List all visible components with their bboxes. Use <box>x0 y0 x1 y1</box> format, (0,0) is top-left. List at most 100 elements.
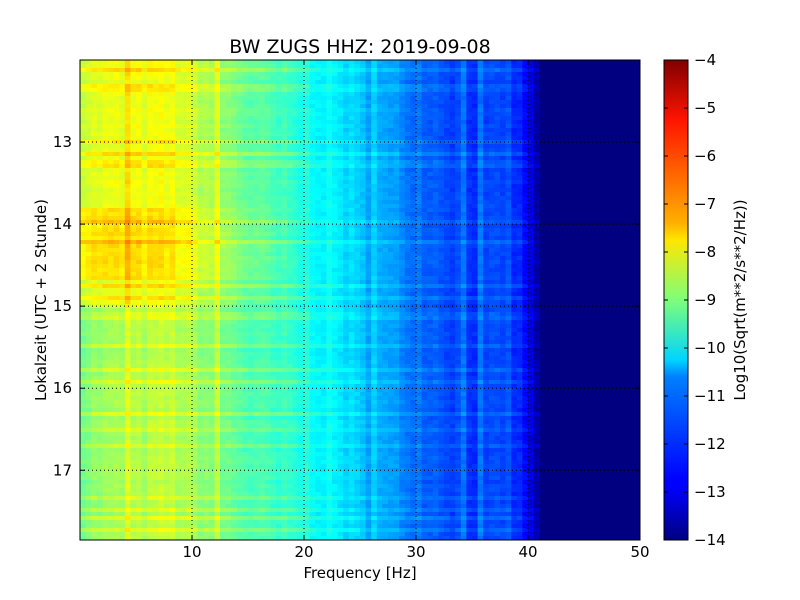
heatmap-cell <box>584 140 591 145</box>
heatmap-cell <box>410 156 417 161</box>
heatmap-cell <box>197 240 204 245</box>
heatmap-cell <box>175 88 182 93</box>
heatmap-cell <box>203 196 210 201</box>
heatmap-cell <box>550 224 557 229</box>
heatmap-cell <box>320 88 327 93</box>
heatmap-cell <box>488 212 495 217</box>
heatmap-cell <box>91 248 98 253</box>
heatmap-cell <box>432 184 439 189</box>
heatmap-cell <box>180 100 187 105</box>
heatmap-cell <box>113 160 120 165</box>
heatmap-cell <box>572 152 579 157</box>
heatmap-cell <box>477 64 484 69</box>
heatmap-cell <box>315 68 322 73</box>
heatmap-cell <box>242 80 249 85</box>
heatmap-cell <box>600 212 607 217</box>
heatmap-cell <box>141 72 148 77</box>
heatmap-cell <box>595 220 602 225</box>
heatmap-cell <box>102 132 109 137</box>
heatmap-cell <box>354 236 361 241</box>
heatmap-cell <box>264 132 271 137</box>
heatmap-cell <box>567 188 574 193</box>
heatmap-cell <box>343 172 350 177</box>
heatmap-cell <box>332 188 339 193</box>
heatmap-cell <box>567 176 574 181</box>
heatmap-cell <box>494 96 501 101</box>
heatmap-cell <box>292 168 299 173</box>
heatmap-cell <box>561 152 568 157</box>
heatmap-cell <box>298 128 305 133</box>
heatmap-cell <box>113 224 120 229</box>
heatmap-cell <box>220 200 227 205</box>
heatmap-cell <box>589 172 596 177</box>
heatmap-cell <box>528 216 535 221</box>
heatmap-cell <box>175 248 182 253</box>
heatmap-cell <box>511 252 518 257</box>
heatmap-cell <box>421 120 428 125</box>
heatmap-cell <box>365 212 372 217</box>
heatmap-cell <box>578 168 585 173</box>
heatmap-cell <box>281 112 288 117</box>
heatmap-cell <box>152 164 159 169</box>
heatmap-cell <box>304 172 311 177</box>
heatmap-cell <box>124 228 131 233</box>
heatmap-cell <box>337 148 344 153</box>
heatmap-cell <box>539 132 546 137</box>
heatmap-cell <box>220 240 227 245</box>
heatmap-cell <box>343 104 350 109</box>
heatmap-cell <box>304 92 311 97</box>
heatmap-cell <box>337 232 344 237</box>
heatmap-cell <box>348 152 355 157</box>
heatmap-cell <box>264 72 271 77</box>
heatmap-cell <box>276 236 283 241</box>
heatmap-cell <box>225 216 232 221</box>
heatmap-cell <box>455 92 462 97</box>
heatmap-cell <box>85 104 92 109</box>
heatmap-cell <box>444 64 451 69</box>
heatmap-cell <box>102 240 109 245</box>
heatmap-cell <box>393 60 400 65</box>
heatmap-cell <box>309 108 316 113</box>
heatmap-cell <box>567 160 574 165</box>
heatmap-cell <box>281 168 288 173</box>
heatmap-cell <box>438 148 445 153</box>
heatmap-cell <box>80 72 87 77</box>
heatmap-cell <box>236 88 243 93</box>
heatmap-cell <box>561 212 568 217</box>
heatmap-cell <box>449 152 456 157</box>
heatmap-cell <box>147 108 154 113</box>
heatmap-cell <box>343 108 350 113</box>
heatmap-cell <box>455 72 462 77</box>
heatmap-cell <box>488 124 495 129</box>
heatmap-cell <box>511 92 518 97</box>
heatmap-cell <box>567 220 574 225</box>
heatmap-cell <box>309 100 316 105</box>
heatmap-cell <box>516 196 523 201</box>
heatmap-cell <box>259 148 266 153</box>
heatmap-cell <box>416 92 423 97</box>
heatmap-cell <box>276 172 283 177</box>
heatmap-cell <box>578 152 585 157</box>
heatmap-cell <box>203 160 210 165</box>
heatmap-cell <box>365 188 372 193</box>
heatmap-cell <box>432 244 439 249</box>
heatmap-cell <box>578 108 585 113</box>
heatmap-cell <box>382 72 389 77</box>
heatmap-cell <box>444 152 451 157</box>
heatmap-cell <box>192 240 199 245</box>
heatmap-cell <box>343 184 350 189</box>
heatmap-cell <box>158 188 165 193</box>
heatmap-cell <box>505 132 512 137</box>
heatmap-cell <box>567 252 574 257</box>
heatmap-cell <box>360 164 367 169</box>
heatmap-cell <box>617 240 624 245</box>
heatmap-cell <box>264 68 271 73</box>
heatmap-cell <box>147 240 154 245</box>
heatmap-cell <box>600 156 607 161</box>
heatmap-cell <box>248 76 255 81</box>
heatmap-cell <box>186 108 193 113</box>
heatmap-cell <box>220 220 227 225</box>
heatmap-cell <box>460 132 467 137</box>
heatmap-cell <box>360 108 367 113</box>
heatmap-cell <box>343 160 350 165</box>
